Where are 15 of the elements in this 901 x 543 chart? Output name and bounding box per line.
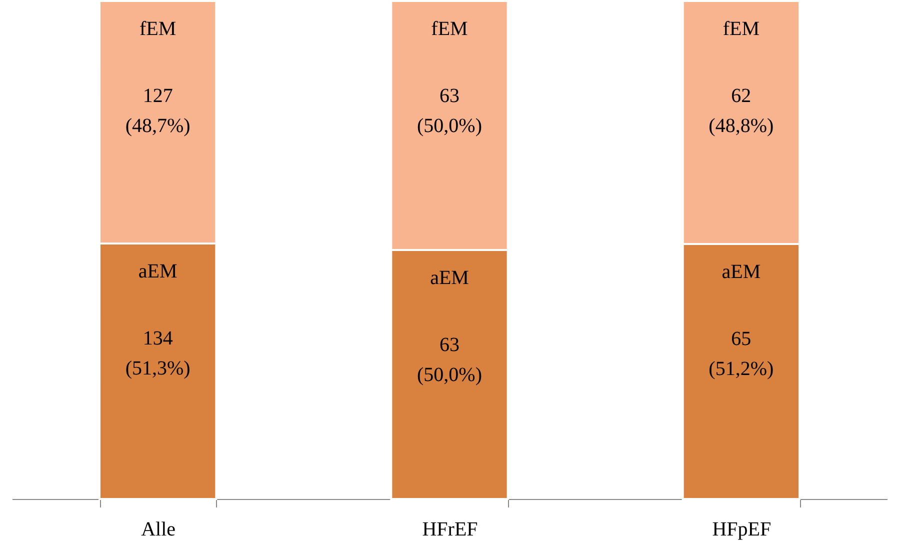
data-label: 63 (50,0%) [417,85,482,137]
x-tick-label: HFpEF [712,518,772,540]
series-label: fEM [139,18,176,40]
text: fEM [431,18,468,40]
data-label: 134 (51,3%) [125,328,190,380]
x-tick-label: HFrEF [422,518,478,540]
data-label: 65 (51,2%) [708,328,774,380]
data-label: 62 (48,8%) [708,85,774,137]
data-label: 63 (50,0%) [417,334,482,386]
text: fEM [722,18,760,40]
data-label: 127 (48,7%) [125,85,190,137]
series-label: aEM [138,260,178,283]
x-tick-label: Alle [141,518,176,540]
text: aEM [722,261,761,284]
text: aEM [430,267,469,289]
